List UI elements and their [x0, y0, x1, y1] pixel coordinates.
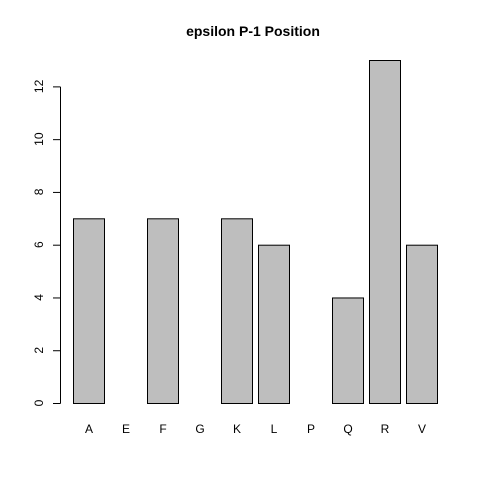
- x-tick-label-F: F: [159, 422, 166, 436]
- y-tick-label: 8: [32, 188, 46, 195]
- bar-K: [221, 218, 253, 404]
- bars: [73, 60, 438, 405]
- y-tick-label: 2: [32, 347, 46, 354]
- bar-V: [406, 244, 438, 404]
- y-tick-label: 10: [32, 132, 46, 146]
- y-tick-label: 0: [32, 399, 46, 406]
- y-tick-label: 12: [32, 79, 46, 93]
- y-axis: 0 2 4 6 8 10 12: [32, 79, 61, 406]
- x-tick-label-E: E: [122, 422, 130, 436]
- chart-title: epsilon P-1 Position: [186, 23, 320, 39]
- x-tick-label-P: P: [307, 422, 315, 436]
- x-tick-label-G: G: [195, 422, 204, 436]
- x-tick-label-L: L: [271, 422, 278, 436]
- y-tick-label: 4: [32, 294, 46, 301]
- bar-L: [258, 244, 290, 404]
- x-tick-label-Q: Q: [343, 422, 352, 436]
- bar-A: [73, 218, 105, 404]
- x-tick-label-A: A: [85, 422, 93, 436]
- x-tick-label-R: R: [381, 422, 390, 436]
- bar-R: [369, 60, 401, 404]
- bar-F: [147, 218, 179, 404]
- bar-Q: [332, 297, 364, 405]
- y-tick-label: 6: [32, 241, 46, 248]
- x-tick-label-V: V: [418, 422, 426, 436]
- x-tick-label-K: K: [233, 422, 241, 436]
